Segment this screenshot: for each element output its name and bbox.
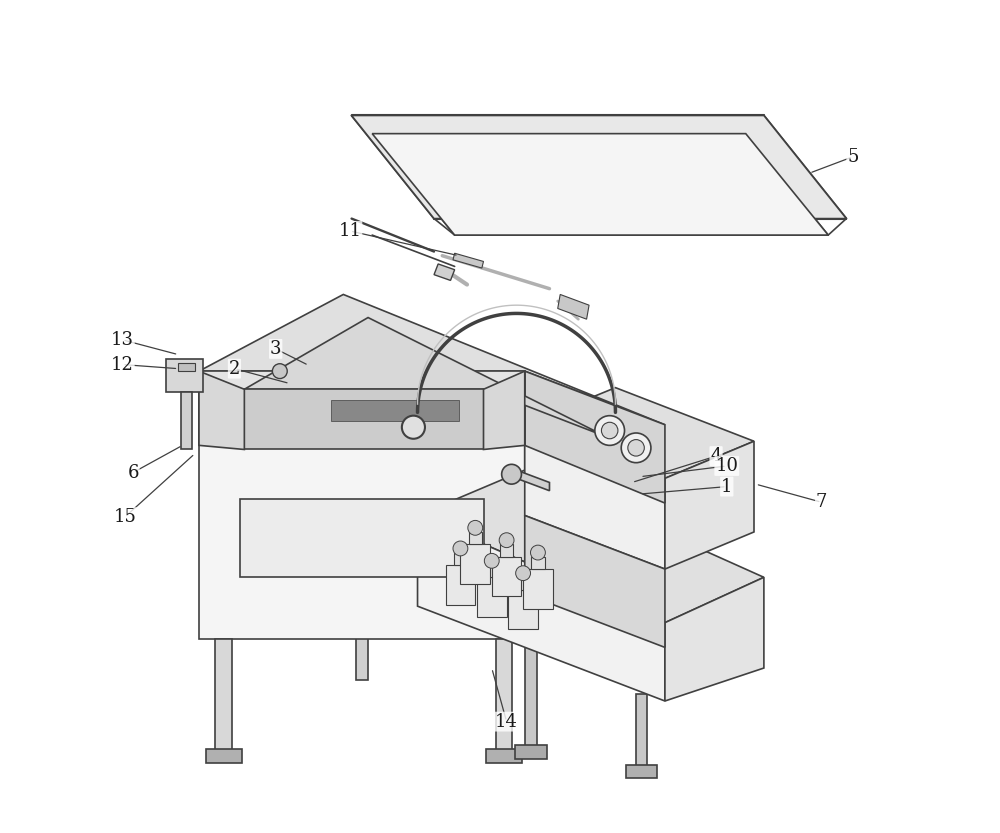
Text: 14: 14 [495, 712, 518, 731]
Text: 7: 7 [816, 493, 827, 511]
Circle shape [453, 541, 468, 556]
Polygon shape [665, 577, 764, 701]
Circle shape [531, 545, 545, 560]
Text: 2: 2 [229, 360, 240, 377]
Polygon shape [492, 556, 521, 596]
Text: 3: 3 [270, 340, 281, 358]
Polygon shape [496, 639, 512, 751]
Polygon shape [199, 372, 244, 450]
Polygon shape [244, 389, 484, 450]
Polygon shape [477, 577, 507, 617]
Polygon shape [525, 639, 537, 746]
Text: 1: 1 [721, 477, 733, 496]
Polygon shape [244, 317, 607, 437]
Text: 11: 11 [338, 222, 361, 240]
Circle shape [402, 416, 425, 439]
Polygon shape [626, 766, 657, 778]
Polygon shape [331, 400, 459, 421]
Polygon shape [523, 569, 553, 609]
Polygon shape [636, 695, 647, 767]
Polygon shape [508, 590, 538, 629]
Polygon shape [454, 552, 467, 565]
Polygon shape [453, 253, 484, 268]
Circle shape [628, 440, 644, 456]
Polygon shape [665, 441, 754, 569]
Text: 6: 6 [127, 464, 139, 481]
Polygon shape [525, 372, 665, 503]
Polygon shape [531, 556, 545, 569]
Circle shape [601, 422, 618, 439]
Polygon shape [484, 372, 525, 450]
Polygon shape [558, 294, 589, 319]
Text: 5: 5 [847, 147, 859, 166]
Text: 10: 10 [715, 457, 738, 475]
Polygon shape [418, 470, 764, 622]
Circle shape [499, 533, 514, 547]
Polygon shape [199, 446, 525, 639]
Polygon shape [418, 516, 665, 701]
Polygon shape [486, 749, 522, 763]
Polygon shape [525, 425, 665, 569]
Polygon shape [372, 133, 828, 235]
Polygon shape [446, 565, 475, 605]
Polygon shape [515, 745, 547, 759]
Polygon shape [485, 565, 498, 577]
Polygon shape [199, 372, 525, 446]
Circle shape [484, 553, 499, 568]
Polygon shape [469, 532, 482, 544]
Polygon shape [356, 573, 368, 681]
Circle shape [272, 364, 287, 378]
Polygon shape [215, 639, 232, 751]
Polygon shape [166, 359, 203, 392]
Polygon shape [525, 387, 754, 478]
Text: 13: 13 [111, 331, 134, 349]
Polygon shape [199, 377, 665, 503]
Polygon shape [199, 294, 665, 425]
Text: 12: 12 [111, 356, 134, 373]
Circle shape [502, 464, 521, 484]
Polygon shape [181, 392, 192, 450]
Polygon shape [206, 749, 242, 763]
Polygon shape [434, 264, 455, 281]
Polygon shape [178, 363, 195, 372]
Circle shape [516, 566, 531, 581]
Circle shape [468, 521, 483, 536]
Polygon shape [460, 544, 490, 584]
Polygon shape [516, 577, 530, 590]
Polygon shape [525, 446, 665, 695]
Polygon shape [525, 516, 665, 647]
Polygon shape [352, 116, 846, 218]
Text: 15: 15 [113, 508, 136, 526]
Circle shape [621, 433, 651, 462]
Polygon shape [516, 470, 549, 491]
Text: 4: 4 [710, 447, 722, 465]
Polygon shape [500, 544, 513, 556]
Polygon shape [240, 499, 484, 577]
Circle shape [595, 416, 625, 446]
